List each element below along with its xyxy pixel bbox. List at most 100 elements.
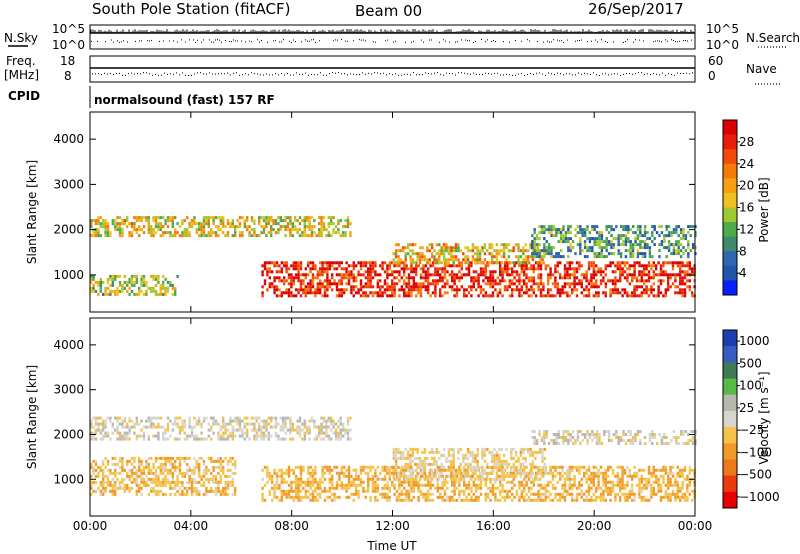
heatmap-cell bbox=[150, 480, 153, 484]
heatmap-cell bbox=[676, 273, 679, 277]
heatmap-cell bbox=[198, 437, 201, 441]
heatmap-cell bbox=[688, 288, 691, 292]
heatmap-cell bbox=[94, 422, 98, 426]
heatmap-cell bbox=[236, 419, 239, 423]
heatmap-cell bbox=[307, 285, 310, 289]
heatmap-cell bbox=[97, 231, 100, 235]
heatmap-cell bbox=[277, 422, 280, 426]
heatmap-cell bbox=[434, 267, 437, 271]
heatmap-cell bbox=[195, 462, 198, 466]
heatmap-cell bbox=[636, 237, 640, 241]
heatmap-cell bbox=[154, 471, 158, 475]
heatmap-cell bbox=[326, 489, 329, 493]
heatmap-cell bbox=[219, 492, 222, 496]
heatmap-cell bbox=[126, 483, 129, 487]
heatmap-cell bbox=[319, 285, 322, 289]
heatmap-cell bbox=[381, 264, 384, 268]
heatmap-cell bbox=[407, 465, 411, 469]
heatmap-cell bbox=[501, 483, 504, 487]
heatmap-cell bbox=[164, 477, 167, 481]
heatmap-cell bbox=[573, 288, 576, 292]
heatmap-cell bbox=[106, 483, 110, 487]
heatmap-cell bbox=[263, 465, 267, 469]
heatmap-cell bbox=[489, 489, 492, 493]
heatmap-cell bbox=[573, 276, 576, 280]
heatmap-cell bbox=[280, 270, 283, 274]
heatmap-cell bbox=[347, 264, 351, 268]
heatmap-cell bbox=[350, 273, 353, 277]
heatmap-cell bbox=[392, 261, 395, 265]
heatmap-cell bbox=[503, 489, 507, 493]
heatmap-cell bbox=[506, 261, 509, 265]
heatmap-cell bbox=[271, 474, 274, 478]
heatmap-cell bbox=[559, 237, 563, 241]
heatmap-cell bbox=[604, 267, 607, 271]
heatmap-cell bbox=[474, 261, 477, 265]
heatmap-cell bbox=[327, 419, 330, 423]
heatmap-cell bbox=[411, 252, 415, 256]
heatmap-cell bbox=[210, 437, 213, 441]
heatmap-cell bbox=[145, 283, 148, 287]
heatmap-cell bbox=[313, 425, 316, 429]
heatmap-cell bbox=[684, 237, 688, 241]
heatmap-cell bbox=[381, 291, 384, 295]
heatmap-cell bbox=[150, 489, 153, 493]
heatmap-cell bbox=[337, 231, 340, 235]
heatmap-cell bbox=[234, 462, 237, 466]
heatmap-cell bbox=[436, 489, 439, 493]
heatmap-cell bbox=[174, 468, 177, 472]
heatmap-cell bbox=[205, 465, 208, 469]
heatmap-cell bbox=[400, 285, 403, 289]
heatmap-cell bbox=[591, 246, 594, 250]
heatmap-cell bbox=[466, 246, 470, 250]
nsearch-dot bbox=[655, 40, 656, 42]
heatmap-cell bbox=[559, 255, 563, 259]
heatmap-cell bbox=[611, 270, 615, 274]
nave-dot bbox=[518, 73, 519, 75]
heatmap-cell bbox=[525, 264, 528, 268]
heatmap-cell bbox=[290, 291, 293, 295]
heatmap-cell bbox=[176, 416, 179, 420]
heatmap-cell bbox=[316, 480, 319, 484]
heatmap-cell bbox=[279, 428, 282, 432]
heatmap-cell bbox=[412, 279, 415, 283]
heatmap-cell bbox=[667, 234, 671, 238]
heatmap-cell bbox=[287, 291, 291, 295]
heatmap-cell bbox=[340, 483, 343, 487]
heatmap-cell bbox=[178, 225, 182, 229]
heatmap-cell bbox=[287, 282, 291, 286]
heatmap-cell bbox=[435, 258, 439, 262]
heatmap-cell bbox=[395, 276, 399, 280]
heatmap-cell bbox=[229, 480, 232, 484]
heatmap-cell bbox=[104, 489, 107, 493]
heatmap-cell bbox=[164, 437, 167, 441]
heatmap-cell bbox=[337, 437, 340, 441]
heatmap-cell bbox=[667, 225, 671, 229]
heatmap-cell bbox=[670, 231, 673, 235]
heatmap-cell bbox=[349, 437, 352, 441]
heatmap-cell bbox=[527, 294, 531, 298]
heatmap-cell bbox=[583, 498, 586, 502]
heatmap-cell bbox=[470, 276, 473, 280]
heatmap-cell bbox=[592, 264, 595, 268]
heatmap-cell bbox=[439, 276, 442, 280]
heatmap-cell bbox=[346, 225, 350, 229]
heatmap-cell bbox=[164, 474, 167, 478]
heatmap-cell bbox=[586, 255, 589, 259]
heatmap-cell bbox=[496, 294, 499, 298]
heatmap-cell bbox=[635, 288, 639, 292]
heatmap-cell bbox=[359, 264, 363, 268]
heatmap-cell bbox=[352, 294, 355, 298]
heatmap-cell bbox=[587, 279, 591, 283]
nsearch-dot bbox=[475, 40, 476, 42]
heatmap-cell bbox=[109, 437, 112, 441]
heatmap-cell bbox=[374, 486, 377, 490]
heatmap-cell bbox=[219, 425, 222, 429]
nave-dot bbox=[545, 74, 546, 76]
heatmap-cell bbox=[403, 294, 406, 298]
heatmap-cell bbox=[268, 492, 271, 496]
heatmap-cell bbox=[657, 285, 660, 289]
heatmap-cell bbox=[275, 477, 279, 481]
nsearch-dot bbox=[333, 40, 334, 42]
heatmap-cell bbox=[121, 465, 124, 469]
